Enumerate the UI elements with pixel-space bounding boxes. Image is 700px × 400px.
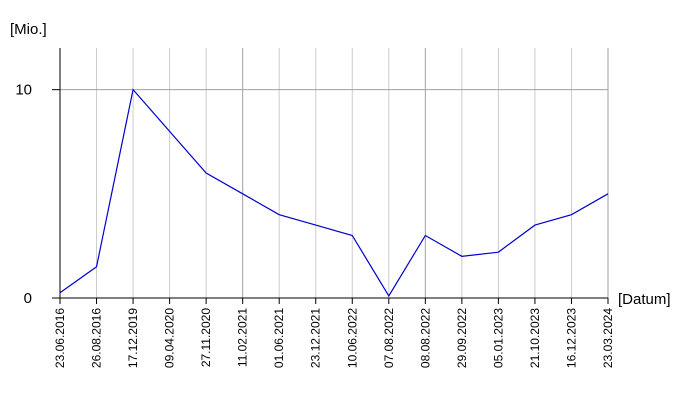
x-tick-label: 16.12.2023 bbox=[564, 308, 578, 368]
x-tick-label: 27.11.2020 bbox=[199, 308, 213, 367]
x-tick-label: 10.06.2022 bbox=[345, 308, 359, 368]
x-axis-label: [Datum] bbox=[618, 291, 671, 308]
data-line bbox=[59, 88, 609, 298]
x-tick-label: 09.04.2020 bbox=[163, 308, 177, 368]
x-tick-label: 01.06.2021 bbox=[272, 308, 286, 368]
x-tick-label: 07.08.2022 bbox=[382, 308, 396, 368]
x-tick-label: 05.01.2023 bbox=[491, 308, 505, 368]
y-tick-label: 10 bbox=[15, 82, 32, 99]
x-tick-label: 23.03.2024 bbox=[601, 308, 615, 368]
y-tick-label: 0 bbox=[24, 290, 32, 307]
x-tick-label: 29.09.2022 bbox=[455, 308, 469, 368]
x-tick-label: 17.12.2019 bbox=[126, 308, 140, 368]
x-tick-label: 23.06.2016 bbox=[53, 308, 67, 368]
x-tick-label: 23.12.2021 bbox=[309, 308, 323, 368]
x-tick-label: 11.02.2021 bbox=[236, 308, 250, 367]
x-tick-label: 08.08.2022 bbox=[418, 308, 432, 368]
y-axis-label: [Mio.] bbox=[10, 21, 47, 38]
x-tick-label: 26.08.2016 bbox=[90, 308, 104, 368]
x-tick-label: 21.10.2023 bbox=[528, 308, 542, 368]
